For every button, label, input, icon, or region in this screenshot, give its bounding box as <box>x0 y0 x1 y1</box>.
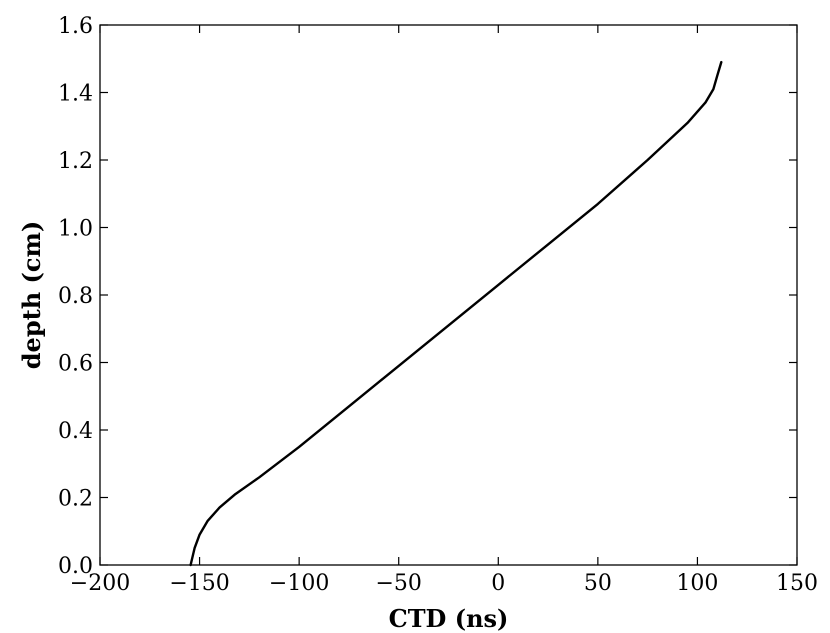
y-tick-label: 1.2 <box>58 149 93 174</box>
x-tick-label: −200 <box>70 571 130 596</box>
y-axis-title: depth (cm) <box>17 221 46 369</box>
series-layer <box>189 60 723 567</box>
x-tick-label: 0 <box>491 571 505 596</box>
y-tick-label: 1.4 <box>58 82 93 107</box>
x-axis-title: CTD (ns) <box>389 604 509 633</box>
y-tick-label: 0.8 <box>58 284 93 309</box>
tick-labels-layer: −200 −150 −100 −50 0 50 100 150 0.0 0.2 0.4 0.6 0.8 1… <box>58 14 818 596</box>
plot-frame <box>99 24 798 566</box>
x-tick-label: 150 <box>776 571 818 596</box>
y-tick-label: 0.2 <box>58 487 93 512</box>
x-tick-label: −150 <box>169 571 229 596</box>
y-tick-label: 1.0 <box>58 217 93 242</box>
series-line <box>189 60 723 567</box>
y-tick-label: 0.4 <box>58 419 93 444</box>
x-tick-label: −50 <box>375 571 421 596</box>
y-tick-label: 0.0 <box>58 554 93 579</box>
y-tick-label: 1.6 <box>58 14 93 39</box>
ticks-layer <box>99 24 798 566</box>
x-tick-label: 100 <box>676 571 718 596</box>
x-tick-label: −100 <box>269 571 329 596</box>
y-tick-label: 0.6 <box>58 352 93 377</box>
x-tick-label: 50 <box>584 571 612 596</box>
